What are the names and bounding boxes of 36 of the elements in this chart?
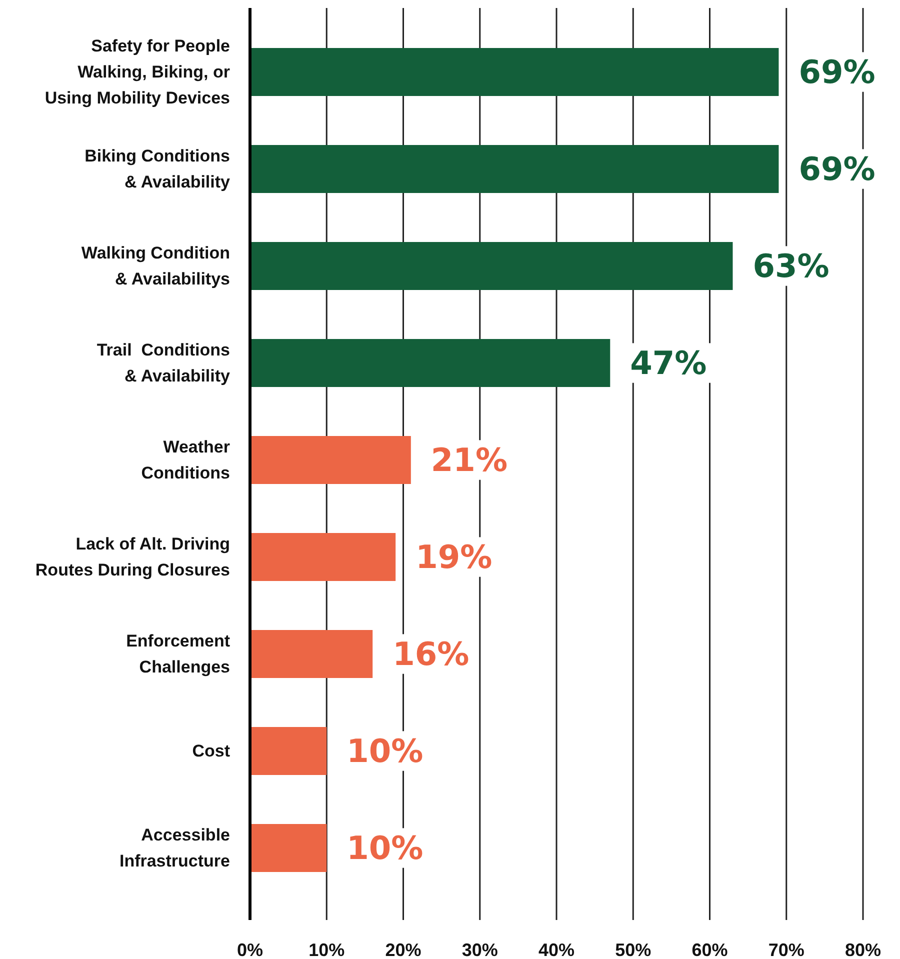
bar	[250, 242, 733, 290]
y-tick-label: Enforcement Challenges	[126, 631, 230, 676]
x-tick-label: 50%	[615, 940, 652, 959]
x-tick-label: 40%	[538, 940, 575, 959]
bar	[250, 727, 327, 775]
x-tick-label: 10%	[308, 940, 345, 959]
y-tick-label: Safety for People Walking, Biking, or Using Mobility Devices	[44, 36, 230, 108]
data-label: 10%	[346, 732, 424, 770]
x-tick-label: 80%	[844, 940, 882, 959]
x-tick-label: 70%	[768, 940, 804, 959]
y-tick-label: Accessible Infrastructure	[119, 825, 230, 870]
data-label: 47%	[630, 344, 707, 382]
y-tick-label: Weather Conditions	[141, 437, 230, 482]
bar	[250, 824, 327, 872]
data-label: 21%	[430, 441, 508, 479]
bar	[250, 533, 396, 581]
y-tick-label: Lack of Alt. Driving Routes During Closures	[35, 534, 230, 580]
bar	[250, 48, 779, 96]
y-tick-label: Trail Conditions & Availability	[96, 340, 231, 386]
bar	[250, 339, 610, 387]
data-label: 10%	[346, 829, 424, 867]
data-label: 19%	[416, 538, 492, 576]
y-tick-label: Cost	[192, 741, 230, 760]
x-tick-label: 0%	[236, 940, 264, 959]
y-tick-label: Biking Conditions & Availability	[84, 146, 231, 192]
bar	[250, 145, 779, 193]
data-label: 69%	[798, 150, 876, 188]
data-label: 63%	[752, 247, 830, 285]
bar	[250, 436, 411, 484]
data-label: 16%	[392, 635, 470, 673]
bar	[250, 630, 373, 678]
x-tick-label: 60%	[692, 940, 728, 959]
data-label: 69%	[798, 53, 876, 91]
y-tick-label: Walking Condition & Availabilitys	[81, 243, 230, 288]
x-tick-label: 30%	[462, 940, 498, 959]
x-tick-label: 20%	[385, 940, 422, 959]
